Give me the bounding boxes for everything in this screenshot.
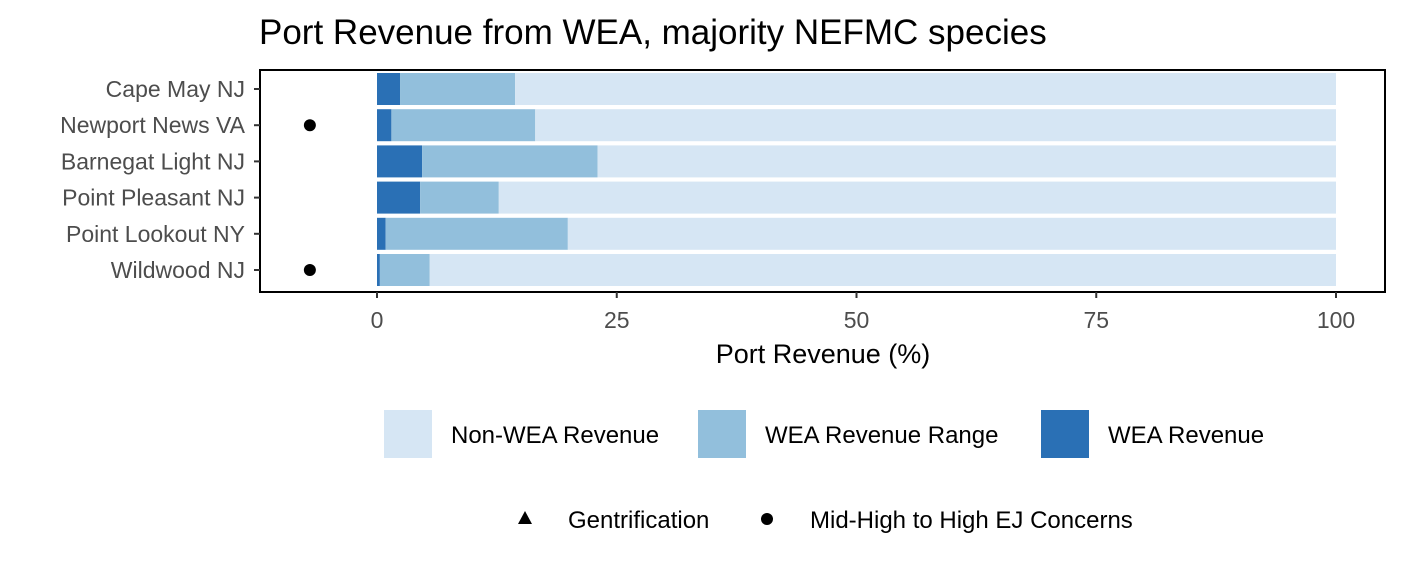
bar-non-wea-revenue-point-pleasant-nj — [498, 181, 1337, 214]
bar-wea-revenue-wildwood-nj — [377, 254, 380, 286]
y-tick-label: Newport News VA — [60, 112, 246, 138]
legend-label-gentrification: Gentrification — [568, 507, 709, 534]
bar-wea-revenue-range-wildwood-nj — [379, 254, 430, 286]
legend-label-wea-revenue-range: WEA Revenue Range — [765, 422, 998, 449]
y-tick-label: Cape May NJ — [106, 76, 245, 102]
x-axis: 0 25 50 75 100 — [371, 292, 1355, 333]
bar-wea-revenue-point-lookout-ny — [377, 217, 386, 250]
x-tick-label: 0 — [371, 307, 384, 333]
legend-label-mid-high-to-high-ej-concerns: Mid-High to High EJ Concerns — [810, 507, 1133, 534]
bar-wea-revenue-range-barnegat-light-nj — [422, 145, 598, 178]
x-tick-label: 100 — [1317, 307, 1355, 333]
legend-triangle-icon — [518, 511, 532, 524]
bar-non-wea-revenue-cape-may-nj — [515, 73, 1336, 105]
plot-panel-border — [259, 69, 1386, 293]
bar-wea-revenue-range-newport-news-va — [391, 109, 536, 142]
legend-circle-icon — [761, 513, 773, 525]
bar-wea-revenue-newport-news-va — [377, 109, 392, 142]
bars-layer — [303, 73, 1337, 286]
marker-circle-newport-news-va — [303, 119, 316, 132]
y-tick-label: Wildwood NJ — [111, 257, 245, 283]
bar-wea-revenue-cape-may-nj — [377, 73, 401, 105]
fill-legend: Non-WEA Revenue WEA Revenue Range WEA Reve… — [384, 410, 1264, 458]
legend-key-non-wea-revenue — [384, 410, 432, 458]
marker-legend: Gentrification Mid-High to High EJ Concer… — [518, 507, 1133, 534]
x-tick-label: 25 — [604, 307, 630, 333]
y-tick-label: Point Pleasant NJ — [62, 185, 245, 211]
x-axis-label: Port Revenue (%) — [716, 339, 931, 369]
y-axis: Cape May NJ Newport News VA Barnegat Light… — [60, 76, 260, 283]
bar-non-wea-revenue-newport-news-va — [535, 109, 1336, 142]
bar-wea-revenue-barnegat-light-nj — [377, 145, 423, 178]
bar-wea-revenue-range-point-lookout-ny — [385, 217, 568, 250]
legend-label-wea-revenue: WEA Revenue — [1108, 422, 1264, 449]
x-tick-label: 75 — [1083, 307, 1109, 333]
bar-non-wea-revenue-barnegat-light-nj — [597, 145, 1336, 178]
bar-non-wea-revenue-wildwood-nj — [429, 254, 1336, 286]
legend-key-wea-revenue — [1041, 410, 1089, 458]
bar-wea-revenue-range-cape-may-nj — [400, 73, 516, 105]
bar-non-wea-revenue-point-lookout-ny — [567, 217, 1336, 250]
legend-key-wea-revenue-range — [698, 410, 746, 458]
marker-circle-wildwood-nj — [303, 264, 316, 276]
chart-title: Port Revenue from WEA, majority NEFMC sp… — [259, 13, 1047, 52]
y-tick-label: Point Lookout NY — [66, 221, 245, 247]
y-tick-label: Barnegat Light NJ — [61, 148, 245, 174]
legend-label-non-wea-revenue: Non-WEA Revenue — [451, 422, 659, 449]
bar-wea-revenue-range-point-pleasant-nj — [420, 181, 499, 214]
bar-wea-revenue-point-pleasant-nj — [377, 181, 421, 214]
x-tick-label: 50 — [844, 307, 870, 333]
